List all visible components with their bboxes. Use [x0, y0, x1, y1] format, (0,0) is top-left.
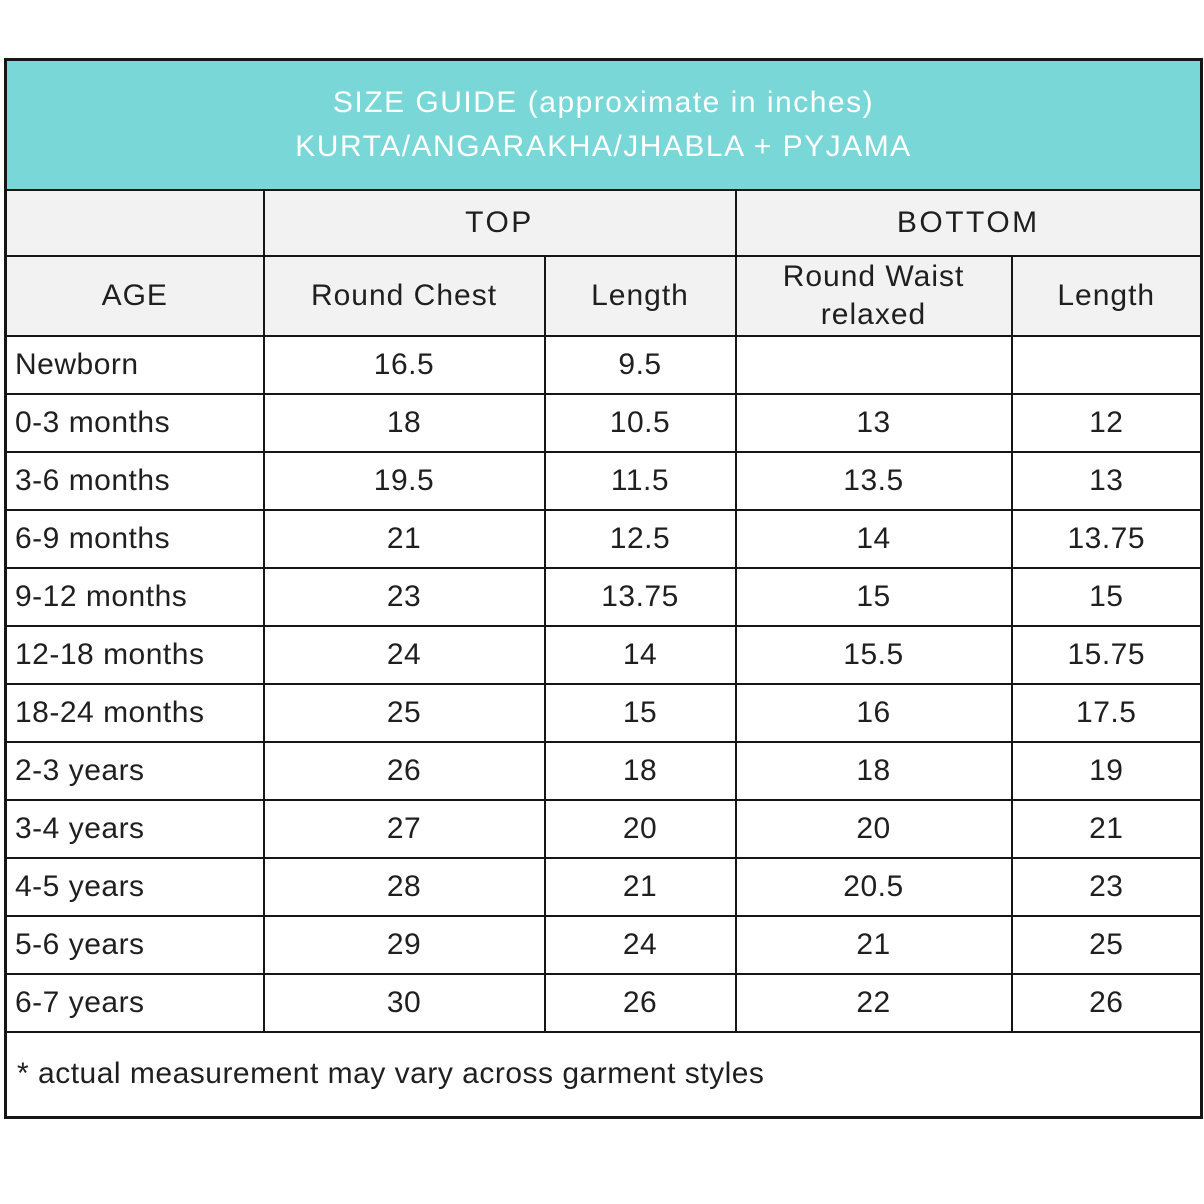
- value-cell: 29: [262, 914, 546, 975]
- age-cell: 0-3 months: [4, 392, 265, 453]
- column-group-row: TOP BOTTOM: [4, 188, 1203, 257]
- value-cell: 21: [262, 508, 546, 569]
- value-cell: 26: [262, 740, 546, 801]
- age-cell: 6-9 months: [4, 508, 265, 569]
- footnote: * actual measurement may vary across gar…: [4, 1030, 1203, 1119]
- column-header-row: AGE Round Chest Length Round Waist relax…: [4, 254, 1203, 337]
- age-cell: 12-18 months: [4, 624, 265, 685]
- value-cell: 18: [734, 740, 1013, 801]
- value-cell: [1010, 334, 1203, 395]
- value-cell: 18: [543, 740, 737, 801]
- table-row: 4-5 years 28 21 20.5 23: [4, 856, 1203, 917]
- value-cell: 13.75: [543, 566, 737, 627]
- table-row: 18-24 months 25 15 16 17.5: [4, 682, 1203, 743]
- value-cell: 12.5: [543, 508, 737, 569]
- value-cell: 21: [543, 856, 737, 917]
- value-cell: 15.75: [1010, 624, 1203, 685]
- value-cell: 13: [1010, 450, 1203, 511]
- value-cell: 23: [1010, 856, 1203, 917]
- column-group-top: TOP: [262, 188, 737, 257]
- value-cell: 25: [262, 682, 546, 743]
- column-header-age: AGE: [4, 254, 265, 337]
- value-cell: 23: [262, 566, 546, 627]
- table-title-banner: SIZE GUIDE (approximate in inches) KURTA…: [4, 58, 1203, 191]
- table-row: 12-18 months 24 14 15.5 15.75: [4, 624, 1203, 685]
- value-cell: 13.75: [1010, 508, 1203, 569]
- column-group-bottom: BOTTOM: [734, 188, 1203, 257]
- table-row: 6-7 years 30 26 22 26: [4, 972, 1203, 1033]
- value-cell: 15: [734, 566, 1013, 627]
- value-cell: 28: [262, 856, 546, 917]
- value-cell: 10.5: [543, 392, 737, 453]
- age-cell: 4-5 years: [4, 856, 265, 917]
- age-cell: 2-3 years: [4, 740, 265, 801]
- value-cell: 20: [734, 798, 1013, 859]
- value-cell: 15.5: [734, 624, 1013, 685]
- value-cell: 12: [1010, 392, 1203, 453]
- value-cell: 19: [1010, 740, 1203, 801]
- age-cell: 3-6 months: [4, 450, 265, 511]
- value-cell: 19.5: [262, 450, 546, 511]
- value-cell: 9.5: [543, 334, 737, 395]
- banner-row: SIZE GUIDE (approximate in inches) KURTA…: [4, 58, 1203, 191]
- age-cell: 18-24 months: [4, 682, 265, 743]
- title-line-2: KURTA/ANGARAKHA/JHABLA + PYJAMA: [295, 129, 912, 163]
- value-cell: 30: [262, 972, 546, 1033]
- value-cell: 20.5: [734, 856, 1013, 917]
- value-cell: 20: [543, 798, 737, 859]
- value-cell: 11.5: [543, 450, 737, 511]
- value-cell: 14: [734, 508, 1013, 569]
- value-cell: 15: [1010, 566, 1203, 627]
- age-cell: 9-12 months: [4, 566, 265, 627]
- value-cell: 25: [1010, 914, 1203, 975]
- column-header-top-length: Length: [543, 254, 737, 337]
- value-cell: 15: [543, 682, 737, 743]
- age-cell: 3-4 years: [4, 798, 265, 859]
- age-cell: 6-7 years: [4, 972, 265, 1033]
- value-cell: 17.5: [1010, 682, 1203, 743]
- value-cell: 21: [1010, 798, 1203, 859]
- footnote-row: * actual measurement may vary across gar…: [4, 1030, 1203, 1119]
- table-row: 5-6 years 29 24 21 25: [4, 914, 1203, 975]
- value-cell: 13.5: [734, 450, 1013, 511]
- value-cell: 16: [734, 682, 1013, 743]
- table-row: 3-4 years 27 20 20 21: [4, 798, 1203, 859]
- value-cell: 24: [543, 914, 737, 975]
- table-row: 0-3 months 18 10.5 13 12: [4, 392, 1203, 453]
- value-cell: 26: [543, 972, 737, 1033]
- value-cell: 16.5: [262, 334, 546, 395]
- value-cell: 18: [262, 392, 546, 453]
- table-row: 2-3 years 26 18 18 19: [4, 740, 1203, 801]
- table-row: 3-6 months 19.5 11.5 13.5 13: [4, 450, 1203, 511]
- column-header-round-waist-relaxed: Round Waist relaxed: [734, 254, 1013, 337]
- column-header-bottom-length: Length: [1010, 254, 1203, 337]
- value-cell: 27: [262, 798, 546, 859]
- value-cell: [734, 334, 1013, 395]
- table-row: 6-9 months 21 12.5 14 13.75: [4, 508, 1203, 569]
- table-row: 9-12 months 23 13.75 15 15: [4, 566, 1203, 627]
- value-cell: 24: [262, 624, 546, 685]
- age-column-spacer: [4, 188, 265, 257]
- value-cell: 26: [1010, 972, 1203, 1033]
- value-cell: 22: [734, 972, 1013, 1033]
- value-cell: 21: [734, 914, 1013, 975]
- value-cell: 14: [543, 624, 737, 685]
- size-table-body: Newborn 16.5 9.5 0-3 months 18 10.5 13 12 3-6 mo…: [4, 334, 1203, 1033]
- age-cell: 5-6 years: [4, 914, 265, 975]
- value-cell: 13: [734, 392, 1013, 453]
- size-guide-table: SIZE GUIDE (approximate in inches) KURTA…: [4, 58, 1203, 1119]
- column-header-round-chest: Round Chest: [262, 254, 546, 337]
- table-row: Newborn 16.5 9.5: [4, 334, 1203, 395]
- title-line-1: SIZE GUIDE (approximate in inches): [332, 86, 875, 120]
- age-cell: Newborn: [4, 334, 265, 395]
